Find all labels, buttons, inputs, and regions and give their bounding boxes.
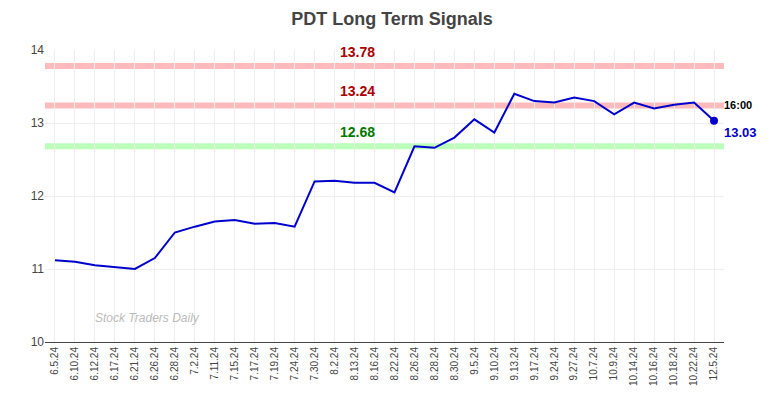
svg-text:7.30.24: 7.30.24 [309, 347, 320, 381]
svg-text:8.30.24: 8.30.24 [449, 347, 460, 381]
svg-text:14: 14 [31, 43, 45, 57]
svg-text:9.5.24: 9.5.24 [469, 347, 480, 375]
svg-text:6.26.24: 6.26.24 [149, 347, 160, 381]
svg-text:13.78: 13.78 [340, 44, 375, 60]
svg-text:10.16.24: 10.16.24 [648, 347, 659, 386]
svg-text:8.16.24: 8.16.24 [369, 347, 380, 381]
svg-text:Stock Traders Daily: Stock Traders Daily [95, 311, 200, 325]
svg-text:7.11.24: 7.11.24 [209, 347, 220, 380]
svg-text:7.15.24: 7.15.24 [229, 347, 240, 381]
svg-text:10.7.24: 10.7.24 [588, 347, 599, 381]
svg-text:12.5.24: 12.5.24 [708, 347, 719, 381]
svg-text:8.13.24: 8.13.24 [349, 347, 360, 381]
svg-text:10: 10 [31, 335, 45, 349]
svg-text:6.17.24: 6.17.24 [109, 347, 120, 381]
svg-text:9.27.24: 9.27.24 [568, 347, 579, 381]
svg-text:7.17.24: 7.17.24 [249, 347, 260, 381]
svg-text:13: 13 [31, 116, 45, 130]
svg-text:6.21.24: 6.21.24 [129, 347, 140, 381]
svg-text:10.22.24: 10.22.24 [688, 347, 699, 386]
svg-text:9.13.24: 9.13.24 [509, 347, 520, 381]
svg-text:13.24: 13.24 [340, 83, 375, 99]
svg-text:10.18.24: 10.18.24 [668, 347, 679, 386]
svg-text:6.10.24: 6.10.24 [69, 347, 80, 381]
svg-text:12: 12 [31, 189, 45, 203]
svg-text:7.2.24: 7.2.24 [189, 347, 200, 375]
svg-text:10.14.24: 10.14.24 [628, 347, 639, 386]
svg-text:PDT Long Term Signals: PDT Long Term Signals [291, 9, 493, 29]
svg-text:10.9.24: 10.9.24 [608, 347, 619, 381]
svg-text:9.17.24: 9.17.24 [529, 347, 540, 381]
svg-text:11: 11 [32, 262, 45, 276]
svg-text:6.5.24: 6.5.24 [49, 347, 60, 375]
svg-text:8.2.24: 8.2.24 [329, 347, 340, 375]
svg-text:9.24.24: 9.24.24 [549, 347, 560, 381]
svg-text:13.03: 13.03 [724, 125, 757, 140]
svg-text:6.12.24: 6.12.24 [89, 347, 100, 381]
svg-text:7.24.24: 7.24.24 [289, 347, 300, 381]
svg-text:16:00: 16:00 [724, 99, 752, 111]
svg-text:8.26.24: 8.26.24 [409, 347, 420, 381]
svg-text:8.22.24: 8.22.24 [389, 347, 400, 381]
svg-text:6.28.24: 6.28.24 [169, 347, 180, 381]
svg-text:7.19.24: 7.19.24 [269, 347, 280, 381]
svg-text:12.68: 12.68 [340, 124, 375, 140]
svg-text:9.10.24: 9.10.24 [489, 347, 500, 381]
svg-text:8.28.24: 8.28.24 [429, 347, 440, 381]
